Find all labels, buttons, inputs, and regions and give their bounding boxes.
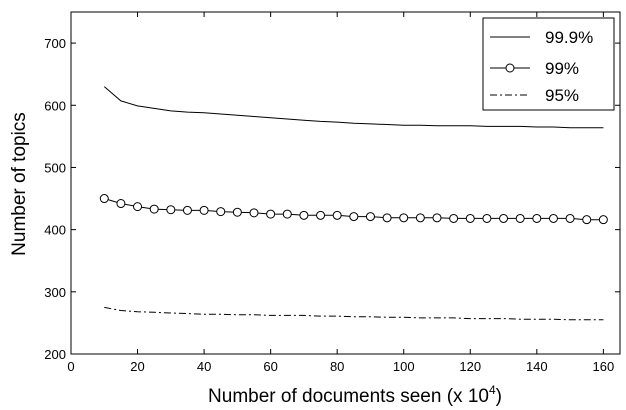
x-tick-label: 20 bbox=[130, 359, 144, 374]
data-point bbox=[116, 199, 126, 209]
data-point bbox=[382, 213, 392, 223]
x-tick-label: 120 bbox=[459, 359, 481, 374]
x-tick-label: 160 bbox=[593, 359, 615, 374]
data-point bbox=[465, 213, 475, 223]
legend-label-99: 99% bbox=[545, 59, 579, 78]
x-tick-label: 100 bbox=[393, 359, 415, 374]
legend-box bbox=[482, 17, 615, 111]
y-tick-label: 600 bbox=[44, 98, 66, 113]
x-axis-label: Number of documents seen (x 104) bbox=[208, 383, 502, 407]
data-point bbox=[565, 213, 575, 223]
y-tick-label: 400 bbox=[44, 223, 66, 238]
series-line-0 bbox=[103, 86, 604, 129]
x-tick-label: 80 bbox=[330, 359, 344, 374]
data-point bbox=[232, 207, 242, 217]
data-point bbox=[216, 207, 226, 217]
data-point bbox=[282, 209, 292, 219]
x-tick-label: 40 bbox=[197, 359, 211, 374]
data-point bbox=[99, 194, 109, 204]
data-point bbox=[199, 205, 209, 215]
legend-label-95: 95% bbox=[545, 86, 579, 105]
data-point bbox=[133, 202, 143, 212]
data-point bbox=[515, 213, 525, 223]
data-point bbox=[299, 210, 309, 220]
legend-label-99-9: 99.9% bbox=[545, 28, 593, 47]
data-point bbox=[166, 205, 176, 215]
data-point bbox=[332, 210, 342, 220]
plot-frame bbox=[70, 11, 621, 355]
data-point bbox=[532, 213, 542, 223]
data-point bbox=[399, 213, 409, 223]
y-axis-label: Number of topics bbox=[9, 112, 30, 256]
data-point bbox=[449, 213, 459, 223]
data-point bbox=[482, 213, 492, 223]
data-point bbox=[582, 215, 592, 225]
x-tick-label: 0 bbox=[67, 359, 74, 374]
y-tick-label: 300 bbox=[44, 285, 66, 300]
data-point bbox=[415, 213, 425, 223]
y-tick-label: 500 bbox=[44, 160, 66, 175]
legend: 99.9% 99% 95% bbox=[482, 17, 615, 111]
axis-ticks: 0 20 40 60 80 100 120 140 160 200 300 400 500 600 700 bbox=[44, 12, 620, 374]
data-point bbox=[266, 209, 276, 219]
data-point bbox=[316, 210, 326, 220]
x-tick-label: 140 bbox=[526, 359, 548, 374]
x-tick-label: 60 bbox=[263, 359, 277, 374]
legend-marker-99 bbox=[505, 63, 515, 73]
series-line-2 bbox=[104, 306, 604, 321]
data-point bbox=[598, 215, 608, 225]
data-point bbox=[149, 204, 159, 214]
data-point bbox=[499, 213, 509, 223]
data-point bbox=[182, 205, 192, 215]
y-tick-label: 200 bbox=[44, 347, 66, 362]
y-tick-label: 700 bbox=[44, 36, 66, 51]
data-point bbox=[349, 212, 359, 222]
data-point bbox=[548, 213, 558, 223]
data-point bbox=[432, 213, 442, 223]
data-point bbox=[365, 212, 375, 222]
series-layer bbox=[99, 86, 608, 321]
data-point bbox=[249, 208, 259, 218]
